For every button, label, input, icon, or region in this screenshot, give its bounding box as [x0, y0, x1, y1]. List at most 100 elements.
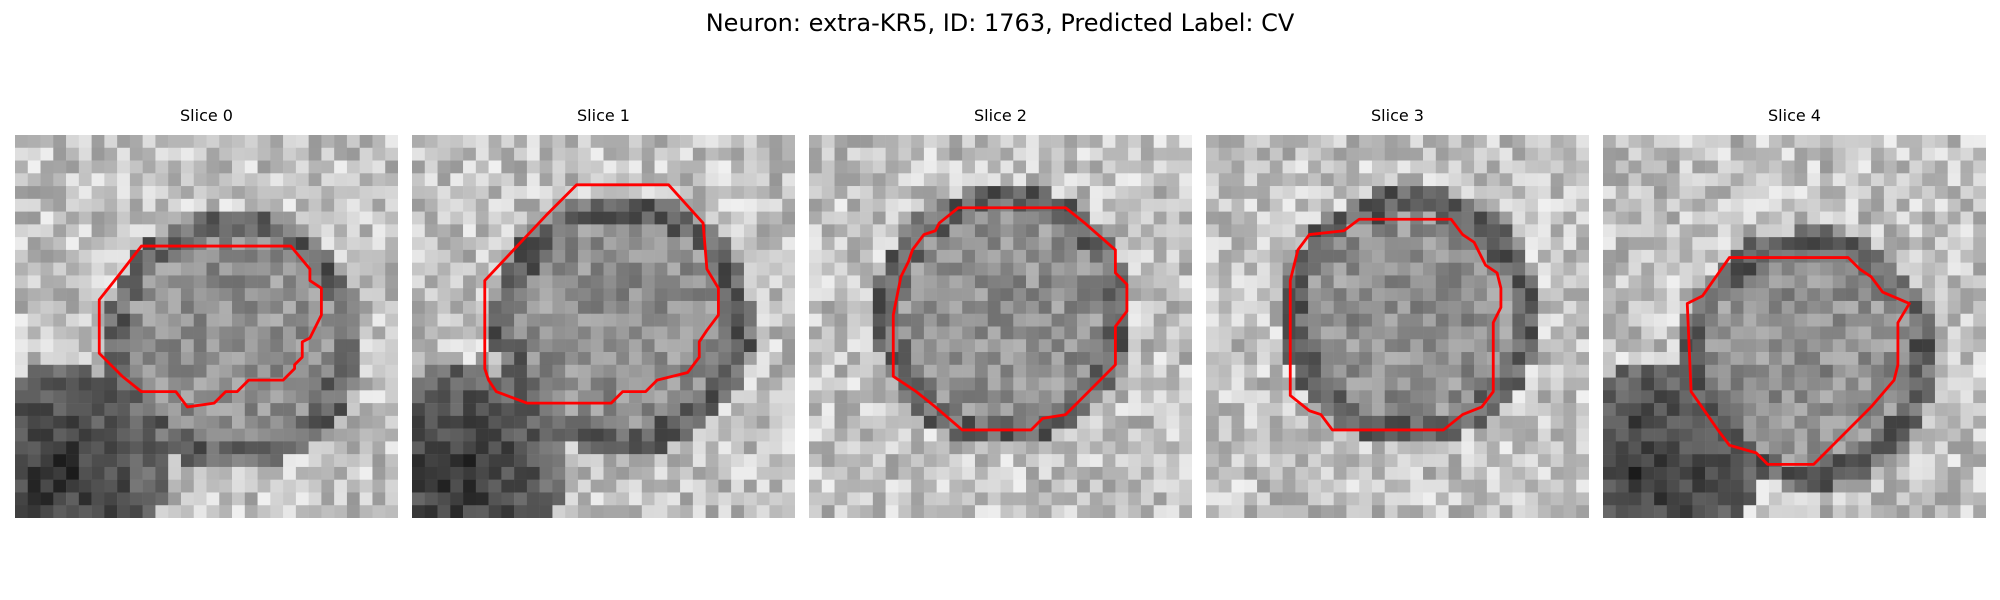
image-pixel — [834, 364, 848, 378]
image-pixel — [1206, 211, 1220, 225]
image-pixel — [488, 505, 502, 518]
image-pixel — [705, 198, 719, 212]
image-pixel — [40, 160, 54, 174]
image-pixel — [809, 403, 823, 417]
image-pixel — [1512, 505, 1526, 518]
image-pixel — [743, 390, 757, 404]
image-pixel — [949, 339, 963, 353]
image-pixel — [104, 403, 118, 417]
image-pixel — [488, 198, 502, 212]
image-pixel — [552, 403, 566, 417]
image-pixel — [680, 211, 694, 225]
image-pixel — [1140, 135, 1154, 149]
image-pixel — [1474, 364, 1488, 378]
image-pixel — [1166, 135, 1180, 149]
image-pixel — [129, 147, 143, 161]
image-pixel — [974, 211, 988, 225]
image-pixel — [232, 224, 246, 238]
image-pixel — [860, 505, 874, 518]
image-pixel — [1308, 262, 1322, 276]
image-pixel — [1333, 364, 1347, 378]
image-pixel — [756, 339, 770, 353]
image-pixel — [654, 390, 668, 404]
image-pixel — [437, 275, 451, 289]
image-pixel — [1922, 339, 1936, 353]
image-pixel — [1641, 160, 1655, 174]
image-pixel — [1320, 390, 1334, 404]
image-pixel — [539, 377, 553, 391]
image-pixel — [1051, 505, 1065, 518]
image-pixel — [463, 390, 477, 404]
image-pixel — [552, 198, 566, 212]
image-pixel — [66, 147, 80, 161]
image-pixel — [1628, 352, 1642, 366]
image-pixel — [27, 275, 41, 289]
image-pixel — [987, 237, 1001, 251]
image-pixel — [1346, 262, 1360, 276]
image-pixel — [1218, 249, 1232, 263]
image-pixel — [692, 403, 706, 417]
image-pixel — [346, 224, 360, 238]
image-pixel — [1705, 403, 1719, 417]
image-pixel — [78, 198, 92, 212]
image-pixel — [1871, 364, 1885, 378]
image-pixel — [1423, 403, 1437, 417]
image-pixel — [1858, 211, 1872, 225]
image-pixel — [552, 415, 566, 429]
image-pixel — [295, 326, 309, 340]
image-pixel — [1499, 428, 1513, 442]
image-pixel — [834, 415, 848, 429]
image-pixel — [1435, 415, 1449, 429]
image-pixel — [1794, 403, 1808, 417]
image-pixel — [1140, 249, 1154, 263]
image-pixel — [257, 224, 271, 238]
image-pixel — [168, 352, 182, 366]
image-pixel — [424, 492, 438, 506]
image-pixel — [244, 135, 258, 149]
image-pixel — [1218, 415, 1232, 429]
image-pixel — [974, 198, 988, 212]
image-pixel — [180, 492, 194, 506]
image-pixel — [1550, 505, 1564, 518]
image-pixel — [412, 479, 426, 493]
image-pixel — [1845, 454, 1859, 468]
image-pixel — [1397, 339, 1411, 353]
image-pixel — [168, 160, 182, 174]
image-pixel — [1858, 454, 1872, 468]
image-pixel — [91, 211, 105, 225]
image-pixel — [1628, 224, 1642, 238]
image-pixel — [1628, 186, 1642, 200]
image-pixel — [898, 505, 912, 518]
image-pixel — [346, 198, 360, 212]
image-pixel — [962, 492, 976, 506]
image-pixel — [1448, 186, 1462, 200]
image-pixel — [1743, 415, 1757, 429]
image-pixel — [1781, 505, 1795, 518]
image-pixel — [1550, 492, 1564, 506]
image-pixel — [1794, 390, 1808, 404]
image-pixel — [1922, 173, 1936, 187]
image-pixel — [1153, 198, 1167, 212]
image-pixel — [718, 326, 732, 340]
image-pixel — [1435, 160, 1449, 174]
image-pixel — [283, 211, 297, 225]
image-pixel — [1320, 377, 1334, 391]
image-pixel — [1845, 415, 1859, 429]
image-pixel — [1371, 479, 1385, 493]
image-pixel — [412, 288, 426, 302]
image-pixel — [1615, 160, 1629, 174]
image-pixel — [1128, 147, 1142, 161]
image-pixel — [1666, 415, 1680, 429]
image-pixel — [1051, 160, 1065, 174]
image-pixel — [1679, 390, 1693, 404]
image-pixel — [1295, 352, 1309, 366]
image-pixel — [1371, 198, 1385, 212]
image-pixel — [372, 262, 386, 276]
image-pixel — [1359, 173, 1373, 187]
image-pixel — [1832, 415, 1846, 429]
image-pixel — [847, 237, 861, 251]
image-pixel — [1218, 492, 1232, 506]
image-pixel — [475, 211, 489, 225]
image-pixel — [40, 339, 54, 353]
image-pixel — [987, 415, 1001, 429]
